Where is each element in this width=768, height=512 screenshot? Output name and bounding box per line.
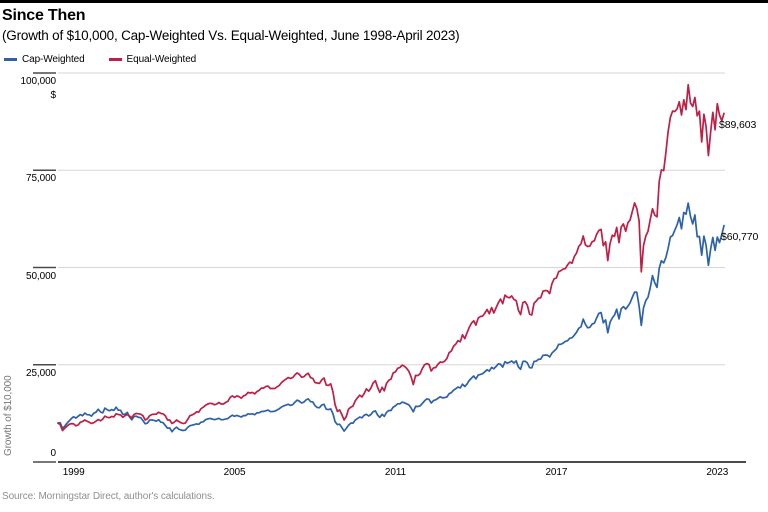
x-tick-label-2011: 2011 [384, 467, 407, 478]
y-tick-label-25,000: 25,000 [26, 367, 56, 379]
chart-title: Since Then [2, 7, 86, 24]
x-tick-label-2005: 2005 [223, 467, 246, 478]
chart-subtitle: (Growth of $10,000, Cap-Weighted Vs. Equ… [2, 28, 460, 43]
x-tick-label-2017: 2017 [545, 467, 568, 478]
legend-label-cap-weighted: Cap-Weighted [22, 54, 85, 65]
cap-weighted-end-value-label: $60,770 [721, 230, 759, 243]
x-tick-label-1999: 1999 [62, 467, 85, 478]
legend-item-cap-weighted: Cap-Weighted [4, 54, 85, 65]
legend-item-equal-weighted: Equal-Weighted [108, 54, 197, 65]
equal-weighted-swatch-icon [108, 58, 122, 61]
y-tick-label-0: 0 [50, 448, 57, 459]
x-tick-label-2023: 2023 [706, 467, 729, 478]
legend-label-equal-weighted: Equal-Weighted [126, 54, 197, 65]
y-tick-label-75,000: 75,000 [26, 173, 56, 185]
y-axis-title: Growth of $10,000 [3, 375, 14, 456]
top-border-rule [0, 0, 768, 3]
y-tick-label-100,000: 100,000 [20, 76, 57, 87]
cap-weighted-line [57, 202, 725, 433]
legend: Cap-Weighted Equal-Weighted [4, 54, 196, 65]
y-axis-unit-label: $ [50, 90, 56, 101]
source-note: Source: Morningstar Direct, author's cal… [2, 491, 215, 502]
equal-weighted-end-value-label: $89,603 [719, 119, 757, 132]
y-tick-label-50,000: 50,000 [26, 270, 56, 282]
equal-weighted-line [57, 83, 725, 432]
cap-weighted-swatch-icon [4, 58, 17, 61]
